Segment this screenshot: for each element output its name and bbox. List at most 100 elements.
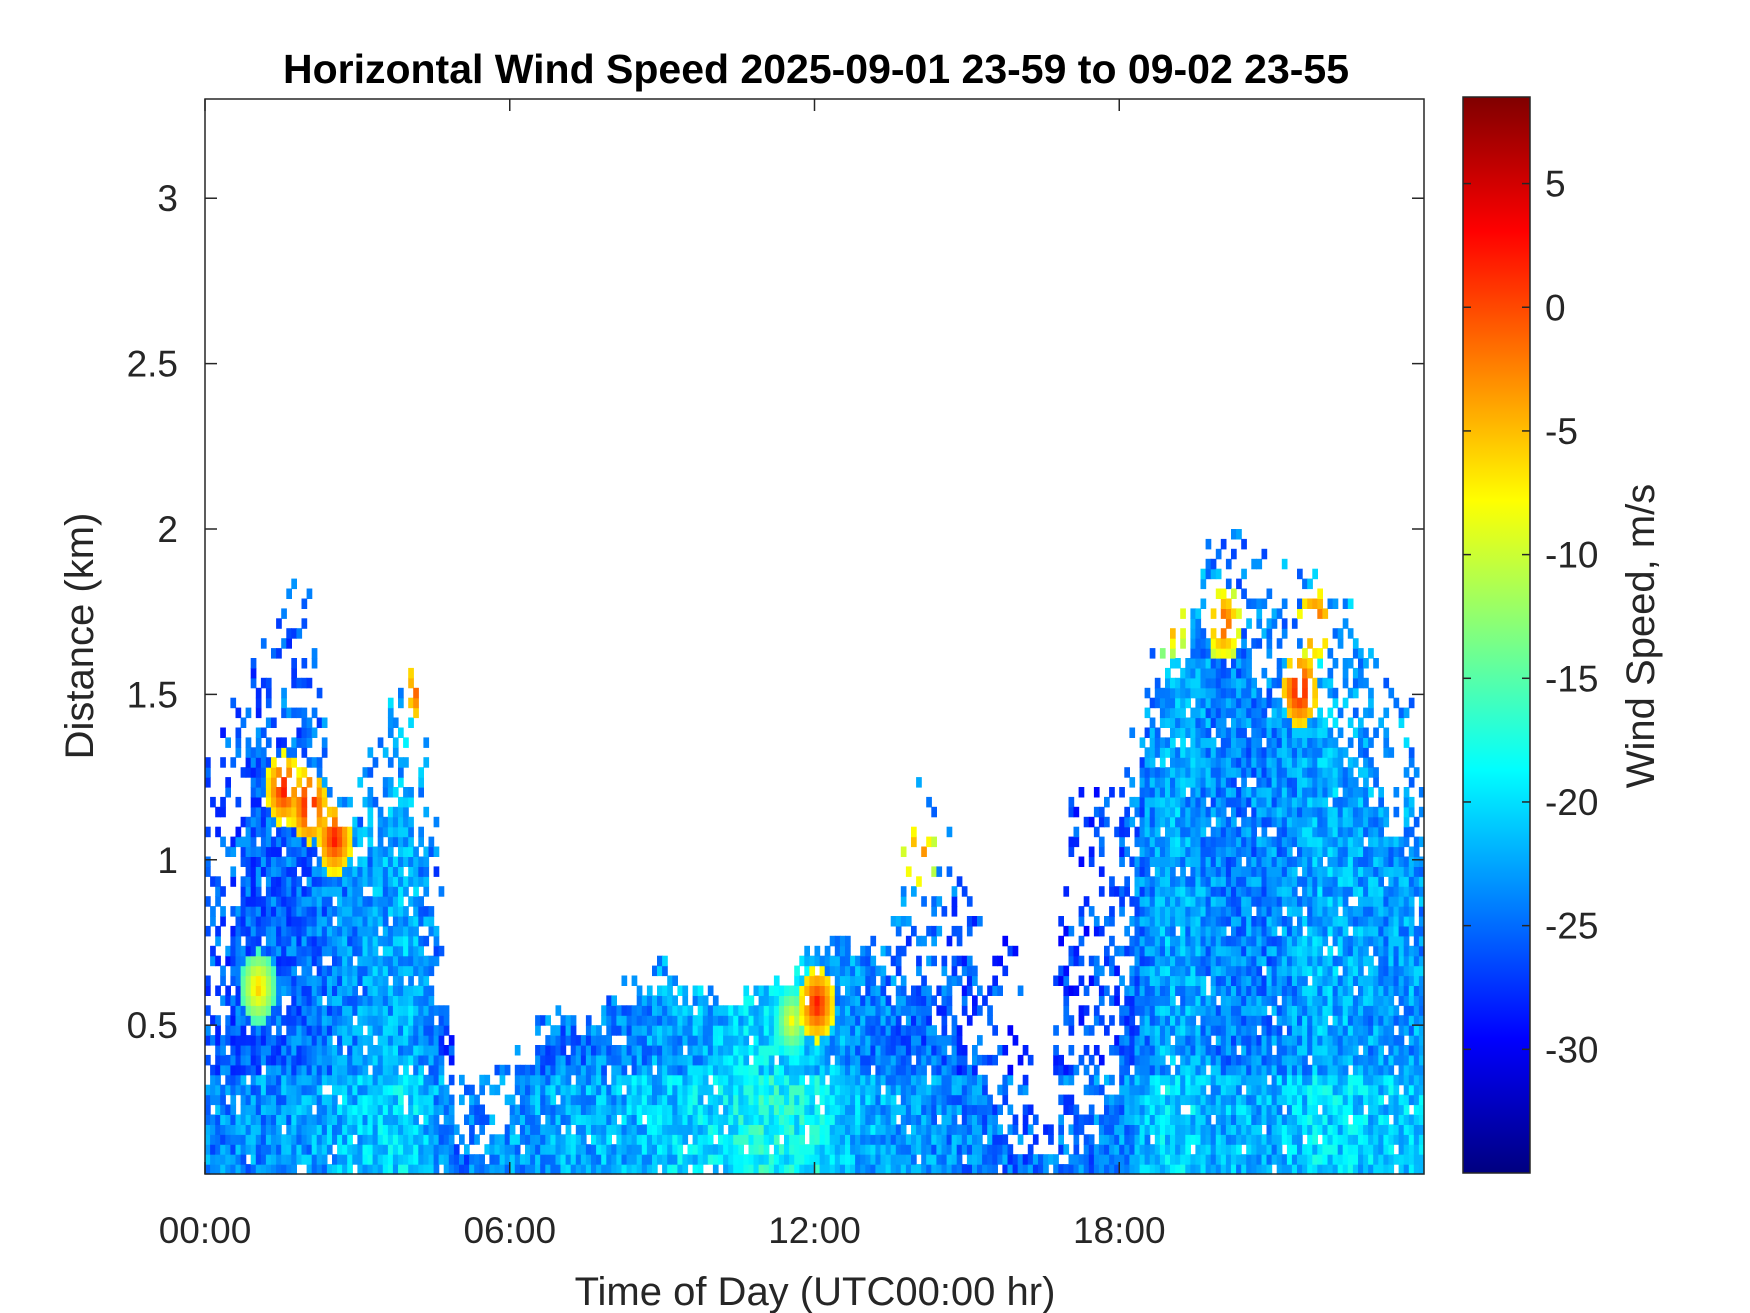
heatmap-cell — [707, 1015, 714, 1026]
heatmap-cell — [291, 1005, 297, 1016]
heatmap-cell — [1210, 707, 1217, 719]
heatmap-cell — [311, 836, 318, 848]
heatmap-cell — [210, 1144, 216, 1155]
heatmap-cell — [469, 1104, 475, 1115]
heatmap-cell — [372, 965, 379, 977]
heatmap-cell — [367, 866, 374, 877]
heatmap-cell — [1220, 1015, 1227, 1026]
heatmap-cell — [1149, 955, 1156, 967]
heatmap-cell — [1149, 1045, 1156, 1056]
heatmap-cell — [1159, 737, 1166, 748]
heatmap-cell — [413, 876, 419, 887]
heatmap-cell — [870, 1084, 877, 1096]
heatmap-cell — [900, 1094, 907, 1106]
heatmap-cell — [941, 1144, 948, 1155]
heatmap-cell — [1220, 747, 1227, 758]
heatmap-cell — [215, 1025, 221, 1036]
heatmap-cell — [281, 886, 287, 897]
heatmap-cell — [834, 1094, 841, 1106]
heatmap-cell — [250, 1064, 257, 1076]
heatmap-cell — [936, 1045, 943, 1056]
heatmap-cell — [1236, 667, 1242, 679]
heatmap-cell — [824, 1104, 831, 1115]
heatmap-cell — [1195, 658, 1202, 669]
heatmap-cell — [1154, 1124, 1161, 1135]
heatmap-cell — [392, 1015, 399, 1026]
heatmap-cell — [271, 757, 277, 768]
heatmap-cell — [1165, 876, 1171, 887]
heatmap-cell — [367, 1154, 374, 1165]
heatmap-cell — [301, 1084, 308, 1096]
heatmap-cell — [255, 886, 262, 897]
heatmap-cell — [250, 1005, 257, 1016]
heatmap-cell — [448, 1144, 455, 1155]
heatmap-cell — [926, 925, 932, 937]
heatmap-cell — [1129, 1094, 1136, 1106]
heatmap-cell — [1083, 1134, 1090, 1145]
heatmap-cell — [225, 846, 231, 857]
heatmap-cell — [1210, 925, 1217, 937]
heatmap-cell — [997, 1124, 1003, 1135]
heatmap-cell — [311, 1084, 318, 1096]
heatmap-cell — [423, 876, 430, 887]
heatmap-cell — [535, 1025, 541, 1036]
heatmap-cell — [1134, 856, 1141, 867]
heatmap-cell — [1215, 1025, 1222, 1036]
heatmap-cell — [286, 1035, 292, 1046]
heatmap-cell — [372, 1094, 379, 1106]
heatmap-cell — [657, 995, 663, 1006]
heatmap-cell — [367, 876, 374, 887]
heatmap-cell — [240, 965, 247, 977]
heatmap-cell — [834, 1114, 841, 1125]
heatmap-cell — [1017, 1164, 1024, 1175]
heatmap-cell — [357, 886, 364, 897]
heatmap-cell — [692, 1064, 699, 1076]
heatmap-cell — [611, 1054, 617, 1066]
heatmap-cell — [1144, 747, 1151, 758]
heatmap-cell — [1205, 1134, 1212, 1145]
heatmap-cell — [255, 935, 262, 947]
heatmap-cell — [342, 1025, 348, 1036]
heatmap-cell — [596, 1094, 602, 1106]
heatmap-cell — [794, 1164, 800, 1175]
heatmap-cell — [580, 1045, 587, 1056]
heatmap-cell — [606, 1104, 612, 1115]
heatmap-cell — [931, 925, 937, 937]
heatmap-cell — [850, 1074, 856, 1086]
heatmap-cell — [1246, 1104, 1252, 1115]
heatmap-cell — [332, 985, 338, 996]
heatmap-cell — [809, 1094, 816, 1106]
heatmap-cell — [1241, 727, 1247, 738]
heatmap-cell — [951, 886, 958, 897]
heatmap-cell — [423, 1104, 430, 1115]
heatmap-cell — [1170, 1084, 1176, 1096]
heatmap-cell — [1225, 896, 1232, 907]
heatmap-cell — [1149, 1035, 1156, 1046]
heatmap-cell — [499, 1134, 506, 1145]
heatmap-cell — [306, 1144, 313, 1155]
heatmap-cell — [1195, 1064, 1202, 1076]
heatmap-cell — [636, 1015, 643, 1026]
heatmap-cell — [860, 1164, 866, 1175]
heatmap-cell — [733, 1084, 739, 1096]
heatmap-cell — [1068, 1025, 1075, 1036]
heatmap-cell — [626, 1054, 633, 1066]
heatmap-cell — [250, 1134, 257, 1145]
heatmap-cell — [946, 1005, 953, 1016]
heatmap-cell — [1175, 965, 1181, 977]
heatmap-cell — [900, 975, 907, 986]
heatmap-cell — [1154, 866, 1161, 877]
heatmap-cell — [667, 1005, 673, 1016]
heatmap-cell — [763, 1084, 770, 1096]
heatmap-cell — [418, 767, 424, 778]
heatmap-cell — [367, 806, 374, 818]
heatmap-cell — [905, 916, 912, 927]
heatmap-cell — [555, 1054, 562, 1066]
heatmap-cell — [829, 1124, 836, 1135]
heatmap-cell — [332, 876, 338, 887]
heatmap-cell — [1170, 638, 1176, 649]
heatmap-cell — [337, 876, 343, 887]
heatmap-cell — [408, 1154, 414, 1165]
heatmap-cell — [1134, 1114, 1141, 1125]
heatmap-cell — [845, 1005, 851, 1016]
